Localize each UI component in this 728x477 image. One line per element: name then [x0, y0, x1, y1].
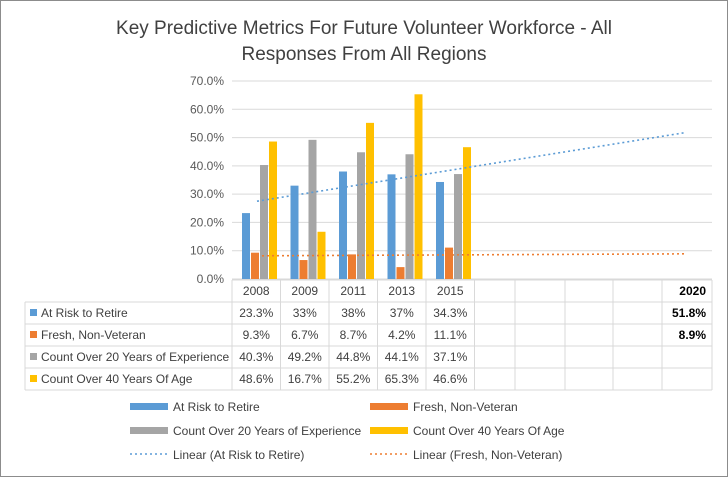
legend-label: Linear (At Risk to Retire) [173, 448, 304, 462]
legend-label: At Risk to Retire [173, 400, 260, 414]
table-row-label: Fresh, Non-Veteran [41, 328, 146, 342]
bar [463, 147, 471, 279]
y-tick-label: 30.0% [190, 187, 224, 201]
trendline [256, 131, 687, 203]
bar [396, 267, 405, 279]
table-category-label: 2008 [243, 284, 270, 298]
bar [339, 171, 347, 279]
bar [308, 139, 317, 279]
table-cell-value: 8.7% [340, 328, 368, 342]
table-cell-value: 37.1% [433, 350, 467, 364]
bar [299, 260, 308, 279]
table-cell-value: 37% [390, 306, 414, 320]
table-legend-key [30, 353, 37, 360]
bar [251, 252, 259, 279]
bar [387, 174, 396, 279]
table-cell-value: 40.3% [239, 350, 273, 364]
table-cell-value: 55.2% [336, 372, 370, 386]
trendline [256, 253, 687, 257]
legend-swatch [130, 403, 168, 410]
bar [366, 122, 374, 279]
table-category-label: 2009 [291, 284, 318, 298]
y-tick-label: 50.0% [190, 131, 224, 145]
bar [436, 181, 444, 279]
forecast-value: 51.8% [672, 306, 706, 320]
table-cell-value: 46.6% [433, 372, 467, 386]
table-cell-value: 48.6% [239, 372, 273, 386]
forecast-header: 2020 [679, 284, 706, 298]
table-row-label: Count Over 40 Years Of Age [41, 372, 193, 386]
table-cell-value: 23.3% [239, 306, 273, 320]
table-cell-value: 16.7% [288, 372, 322, 386]
table-legend-key [30, 331, 37, 338]
table-cell-value: 38% [341, 306, 365, 320]
legend-label: Count Over 20 Years of Experience [173, 424, 361, 438]
table-cell-value: 4.2% [388, 328, 416, 342]
bar [414, 94, 423, 280]
legend-swatch [370, 403, 408, 410]
bar [357, 152, 365, 279]
table-cell-value: 6.7% [291, 328, 319, 342]
table-cell-value: 49.2% [288, 350, 322, 364]
y-tick-label: 0.0% [197, 272, 225, 286]
bar [445, 247, 453, 279]
table-cell-value: 44.8% [336, 350, 370, 364]
table-legend-key [30, 309, 37, 316]
legend-swatch [370, 427, 408, 434]
legend-label: Linear (Fresh, Non-Veteran) [413, 448, 562, 462]
table-cell-value: 34.3% [433, 306, 467, 320]
table-cell-value: 9.3% [243, 328, 271, 342]
chart-title-line1: Key Predictive Metrics For Future Volunt… [116, 18, 612, 39]
y-tick-label: 10.0% [190, 244, 224, 258]
y-tick-label: 40.0% [190, 159, 224, 173]
table-cell-value: 11.1% [434, 328, 467, 342]
legend-swatch [130, 427, 168, 434]
table-cell-value: 65.3% [385, 372, 419, 386]
bar [348, 254, 356, 279]
table-category-label: 2015 [437, 284, 464, 298]
table-cell-value: 44.1% [385, 350, 419, 364]
bar [260, 165, 268, 279]
bar [269, 141, 277, 279]
forecast-value: 8.9% [679, 328, 707, 342]
bar [317, 231, 326, 279]
legend-label: Count Over 40 Years Of Age [413, 424, 565, 438]
bar [405, 154, 414, 279]
legend-label: Fresh, Non-Veteran [413, 400, 518, 414]
table-row-label: At Risk to Retire [41, 306, 128, 320]
table-category-label: 2011 [340, 284, 366, 298]
table-category-label: 2013 [388, 284, 415, 298]
bar [290, 185, 299, 279]
bar [454, 174, 462, 279]
table-cell-value: 33% [293, 306, 317, 320]
y-tick-label: 60.0% [190, 102, 224, 116]
table-row-label: Count Over 20 Years of Experience [41, 350, 229, 364]
table-legend-key [30, 375, 37, 382]
bar [242, 213, 250, 279]
chart-title-line2: Responses From All Regions [242, 44, 487, 65]
y-tick-label: 20.0% [190, 215, 224, 229]
y-tick-label: 70.0% [190, 74, 224, 88]
